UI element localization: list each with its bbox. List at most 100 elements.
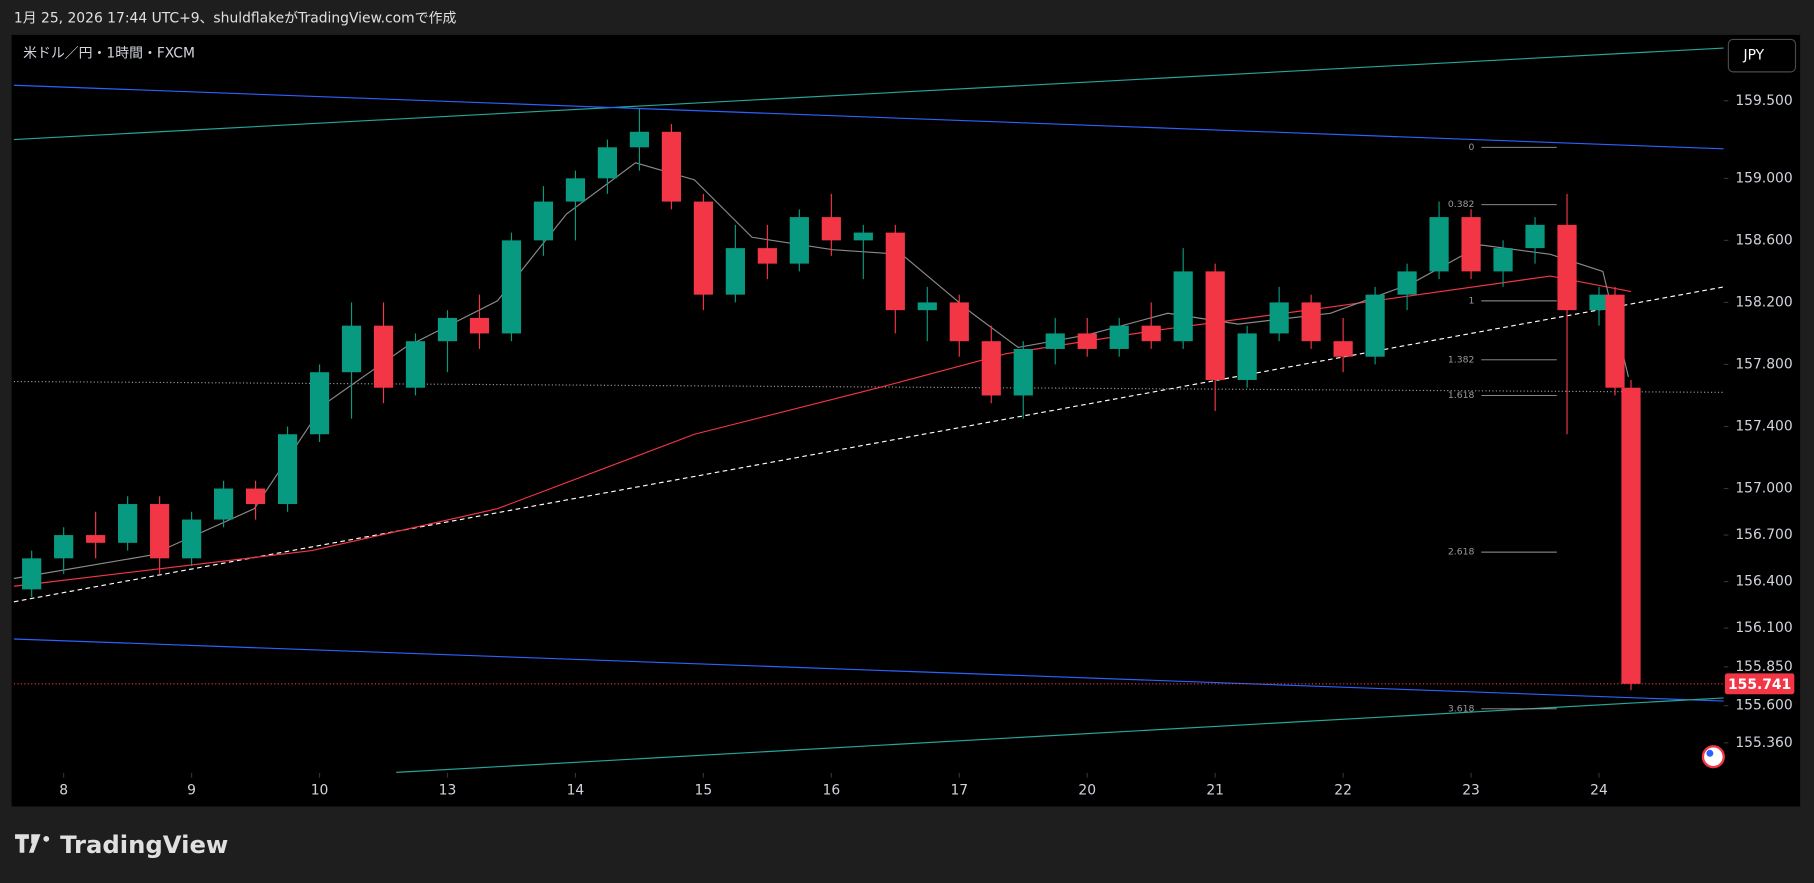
candle-body (405, 341, 426, 388)
candle-body (1605, 294, 1625, 388)
y-tick-label: 155.600 (1735, 698, 1792, 714)
candle-body (693, 201, 713, 295)
candle-body (54, 535, 74, 559)
candle-body (86, 535, 106, 543)
candle-body (597, 147, 618, 179)
y-tick-label: 157.400 (1735, 418, 1792, 434)
candle-body (277, 434, 298, 505)
candle-body (1013, 348, 1033, 396)
fib-label: 1.382 (1448, 354, 1474, 365)
candle-body (661, 131, 681, 202)
candle-body (853, 232, 873, 241)
candle-body (437, 317, 458, 342)
trend-line (13, 286, 1724, 603)
candle-body (1589, 294, 1609, 311)
candle-body (1525, 224, 1545, 249)
candle-body (1077, 333, 1097, 349)
x-tick-label: 14 (567, 782, 585, 798)
fib-label: 0 (1468, 142, 1474, 153)
candle-body (1397, 271, 1417, 295)
candle-body (789, 217, 809, 264)
candle-body (118, 504, 138, 543)
flag-icon (1701, 745, 1725, 769)
candle-body (1493, 248, 1513, 272)
candle-body (1621, 387, 1641, 684)
trend-line (13, 84, 1724, 150)
y-tick-label: 158.600 (1735, 232, 1792, 248)
candle-body (1365, 294, 1385, 357)
fib-label: 3.618 (1448, 703, 1475, 714)
candle-body (373, 325, 394, 388)
candle-body (341, 325, 362, 373)
candle-body (533, 201, 554, 241)
x-tick-label: 20 (1078, 782, 1096, 798)
brand: TradingView (60, 830, 228, 859)
candle-body (917, 302, 937, 311)
y-tick-label: 159.500 (1735, 93, 1792, 109)
candle-body (885, 232, 905, 311)
candle-body (565, 178, 586, 202)
candle-body (469, 317, 490, 334)
candle-body (1429, 217, 1449, 272)
trend-line (13, 380, 1724, 393)
y-tick-label: 156.700 (1735, 527, 1792, 543)
candle-body (949, 302, 969, 342)
x-tick-label: 16 (823, 782, 841, 798)
x-tick-label: 15 (695, 782, 713, 798)
x-tick-label: 10 (311, 782, 329, 798)
currency-button[interactable] (1727, 38, 1797, 73)
fib-label: 2.618 (1448, 547, 1475, 558)
symbol-title: 米ドル／円・1時間・FXCM (23, 45, 195, 61)
candle-body (1045, 333, 1065, 349)
x-tick-label: 21 (1206, 782, 1224, 798)
last-price-label: 155.741 (1728, 677, 1791, 693)
last-price-box (1724, 673, 1795, 695)
y-tick-label: 158.200 (1735, 294, 1792, 310)
candle-body (22, 558, 42, 590)
candle-body (757, 248, 777, 264)
candle-body (981, 341, 1001, 396)
x-tick-label: 17 (950, 782, 968, 798)
candle-body (501, 240, 522, 334)
candle-body (182, 519, 202, 559)
candle-body (1557, 224, 1577, 311)
chart-area (11, 34, 1801, 807)
candle-body (1333, 341, 1353, 357)
y-tick-label: 155.850 (1735, 659, 1792, 675)
x-tick-label: 8 (59, 782, 68, 798)
candle-body (1301, 302, 1321, 342)
trend-line (13, 638, 1724, 702)
moving-average (13, 275, 1632, 587)
candle-body (1269, 302, 1289, 334)
x-tick-label: 23 (1462, 782, 1480, 798)
y-tick-label: 159.000 (1735, 170, 1792, 186)
fib-label: 1 (1468, 295, 1474, 306)
candle-body (821, 217, 841, 241)
candle-body (1173, 271, 1193, 342)
candle-body (150, 504, 170, 559)
plot: 0 0.382 1 1.382 1.618 2.618 3.618 (13, 47, 1724, 773)
candle-body (725, 248, 745, 295)
trend-line (13, 47, 1724, 141)
logo (15, 834, 50, 853)
candle-body (213, 488, 234, 520)
x-tick-label: 9 (187, 782, 196, 798)
candle-body (1461, 217, 1481, 272)
candle-body (1237, 333, 1257, 380)
y-tick-label: 156.100 (1735, 620, 1792, 636)
y-tick-label: 157.800 (1735, 356, 1792, 372)
x-tick-label: 22 (1334, 782, 1352, 798)
y-tick-label: 155.360 (1735, 735, 1792, 751)
y-tick-label: 156.400 (1735, 574, 1792, 590)
y-tick-label: 157.000 (1735, 481, 1792, 497)
candle-body (1205, 271, 1225, 380)
candle-body (629, 131, 650, 148)
fib-label: 1.618 (1448, 390, 1475, 401)
x-tick-label: 13 (439, 782, 457, 798)
candle-body (245, 488, 266, 505)
currency[interactable]: JPY (1743, 48, 1765, 64)
trend-line (396, 697, 1724, 773)
fib-label: 0.382 (1448, 199, 1474, 210)
header: 1月 25, 2026 17:44 UTC+9、shuldflakeがTradi… (14, 11, 457, 27)
